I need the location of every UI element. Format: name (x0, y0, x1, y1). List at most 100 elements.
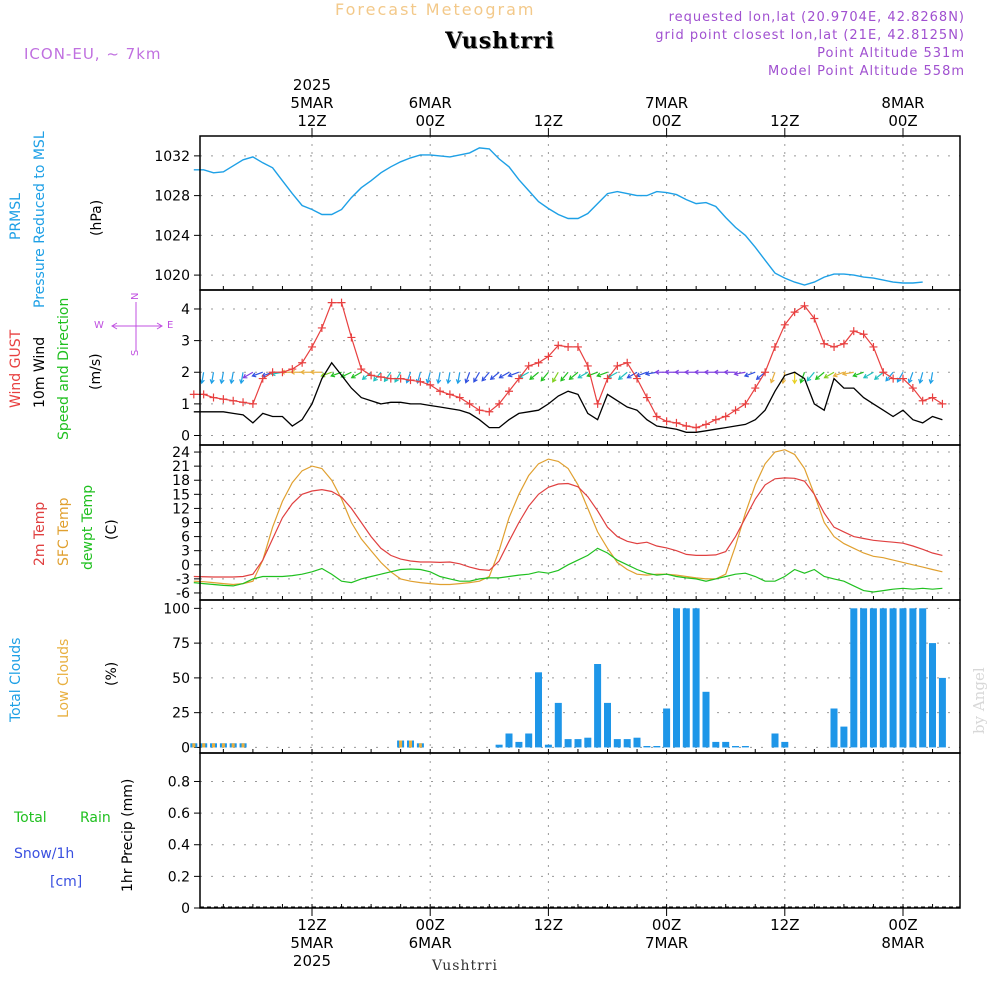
wind-direction-arrow (744, 371, 756, 377)
compass: N S W E (90, 288, 180, 358)
total-clouds-bar (702, 691, 710, 748)
wind-direction-arrow (874, 371, 884, 380)
wind-direction-arrow (596, 371, 608, 377)
wind-direction-arrow (863, 371, 874, 379)
y-tick-label: 0 (181, 558, 190, 574)
wind-gust-marker (830, 342, 839, 351)
wind-gust-marker (278, 368, 287, 377)
model-label: ICON-EU, ~ 7km (24, 45, 162, 63)
wind-arrowhead (862, 373, 868, 379)
wind-arrowhead (209, 379, 215, 385)
chart-subtitle: Forecast Meteogram (335, 0, 536, 19)
compass-east: E (167, 320, 174, 331)
y-tick-label: 100 (163, 601, 190, 617)
bottom-time-label: 00Z (416, 916, 445, 934)
wind-arrowhead (674, 369, 680, 375)
wind-gust-marker (189, 390, 198, 399)
wind-10m-line (193, 361, 943, 433)
bottom-time-label: 00Z (888, 916, 917, 934)
wind-arrowhead (596, 372, 602, 378)
wind-direction-arrow (645, 371, 657, 375)
wind-gust-marker (859, 330, 868, 339)
wind-gust-marker (573, 342, 582, 351)
wind-gust-marker (199, 390, 208, 399)
wind-direction-arrow (394, 371, 402, 383)
wind-gust-marker (505, 387, 513, 396)
wind-arrowhead (289, 369, 295, 375)
bottom-time-label: 12Z (534, 916, 563, 934)
wind-gust-marker (288, 365, 297, 374)
y-tick-label: 0.8 (168, 774, 190, 790)
y-tick-label: 1 (181, 397, 190, 413)
wind-gust-marker (761, 368, 770, 377)
wind-arrowhead (473, 377, 478, 383)
total-clouds-bar (919, 608, 927, 748)
wind-direction-arrow (252, 371, 263, 377)
wind-gust-marker (692, 423, 701, 432)
top-time-label: 00Z (416, 112, 445, 130)
wind-gust-marker (564, 342, 573, 351)
wind-arrowhead (340, 373, 346, 378)
wind-direction-arrow (618, 371, 628, 380)
wind-direction-arrow (210, 372, 215, 384)
wind-arrowhead (928, 379, 934, 385)
wind-arrowhead (832, 372, 838, 378)
low-clouds-bar (409, 740, 412, 748)
wind-gust-marker (938, 399, 947, 408)
top-time-label: 12Z (534, 112, 563, 130)
wind-direction-arrow (734, 371, 746, 375)
wind-direction-arrow (499, 371, 510, 379)
wind-direction-arrow (351, 371, 362, 379)
wind-gust-marker (455, 393, 464, 402)
wind-arrowhead (251, 372, 257, 378)
bottom-time-label: 7MAR (645, 934, 688, 952)
wind-gust-marker (485, 407, 494, 416)
y-tick-label: 50 (172, 671, 190, 687)
wind-direction-arrow (833, 371, 845, 377)
wind-arrowhead (481, 376, 487, 382)
y-tick-label: 12 (172, 501, 190, 517)
total-clouds-bar (653, 746, 661, 748)
wind-gust-marker (544, 352, 553, 361)
wind-gust-marker (721, 412, 730, 421)
y-tick-label: 25 (172, 706, 190, 722)
wind-direction-arrow (540, 371, 549, 382)
wind-direction-arrow (842, 371, 854, 375)
top-time-label: 6MAR (409, 94, 452, 112)
wind-direction-arrow (426, 372, 431, 384)
wind-arrowhead (350, 373, 356, 379)
footer-location: Vushtrri (432, 958, 498, 974)
total-clouds-bar (623, 739, 631, 748)
y-tick-label: 2 (181, 365, 190, 381)
wind-arrowhead (436, 379, 442, 385)
wind-gust-marker (603, 374, 612, 383)
dewpt-line (193, 547, 943, 593)
total-clouds-bar (692, 608, 700, 748)
wind-gust-marker (593, 399, 602, 408)
wind-gust-marker (899, 374, 907, 383)
low-clouds-bar (212, 743, 215, 748)
wind-arrowhead (219, 379, 225, 385)
bottom-time-label: 5MAR (290, 934, 333, 952)
panel-frame-pressure (199, 135, 961, 291)
wind-arrowhead (644, 371, 650, 377)
wind-gust-marker (849, 327, 858, 336)
total-clouds-bar (564, 739, 572, 748)
y-tick-label: 6 (181, 530, 190, 546)
wind-direction-arrow (587, 371, 598, 377)
wind-arrowhead (373, 376, 378, 382)
wind-gust-marker (258, 374, 267, 383)
bottom-time-label: 8MAR (881, 934, 924, 952)
wind-arrowhead (713, 369, 719, 375)
wind-arrowhead (540, 376, 546, 382)
wind-direction-arrow (577, 371, 589, 379)
total-clouds-bar (574, 739, 582, 748)
y-tick-label: 21 (172, 459, 190, 475)
snow-label: Snow/1h (14, 846, 75, 862)
wind-arrowhead (229, 379, 235, 385)
total-clouds-bar (505, 733, 513, 748)
total-clouds-bar (663, 708, 671, 748)
wind-direction-arrow (490, 371, 500, 380)
total-clouds-bar (525, 733, 533, 748)
total-clouds-bar (771, 733, 779, 748)
